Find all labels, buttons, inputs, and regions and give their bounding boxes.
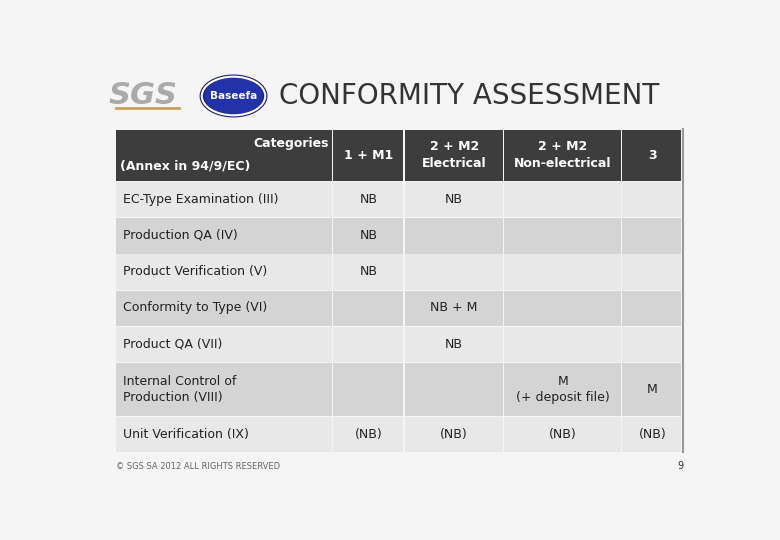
FancyBboxPatch shape	[622, 130, 682, 181]
FancyBboxPatch shape	[333, 363, 403, 416]
FancyBboxPatch shape	[333, 327, 403, 362]
Text: 2 + M2
Non-electrical: 2 + M2 Non-electrical	[514, 140, 612, 170]
FancyBboxPatch shape	[405, 363, 502, 416]
Text: NB: NB	[445, 338, 463, 351]
Text: (NB): (NB)	[440, 428, 468, 441]
Text: (Annex in 94/9/EC): (Annex in 94/9/EC)	[120, 160, 251, 173]
Text: Product Verification (V): Product Verification (V)	[123, 265, 267, 278]
Text: (NB): (NB)	[355, 428, 383, 441]
FancyBboxPatch shape	[504, 130, 621, 181]
FancyBboxPatch shape	[504, 181, 621, 217]
FancyBboxPatch shape	[115, 130, 332, 181]
Text: (NB): (NB)	[549, 428, 577, 441]
FancyBboxPatch shape	[405, 218, 502, 253]
Text: NB: NB	[360, 229, 378, 242]
FancyBboxPatch shape	[115, 417, 332, 453]
Text: NB: NB	[360, 193, 378, 206]
FancyBboxPatch shape	[333, 417, 403, 453]
FancyBboxPatch shape	[115, 363, 332, 416]
Text: 9: 9	[678, 461, 684, 471]
Text: Product QA (VII): Product QA (VII)	[123, 338, 222, 351]
Text: © SGS SA 2012 ALL RIGHTS RESERVED: © SGS SA 2012 ALL RIGHTS RESERVED	[115, 462, 280, 470]
FancyBboxPatch shape	[115, 181, 332, 217]
Text: Unit Verification (IX): Unit Verification (IX)	[123, 428, 249, 441]
FancyBboxPatch shape	[115, 327, 332, 362]
FancyBboxPatch shape	[115, 254, 332, 290]
Text: 3: 3	[648, 148, 657, 161]
Text: EC-Type Examination (III): EC-Type Examination (III)	[123, 193, 278, 206]
FancyBboxPatch shape	[405, 254, 502, 290]
FancyBboxPatch shape	[504, 363, 621, 416]
FancyBboxPatch shape	[405, 291, 502, 326]
FancyBboxPatch shape	[622, 291, 682, 326]
Text: NB: NB	[360, 265, 378, 278]
Text: Conformity to Type (VI): Conformity to Type (VI)	[123, 301, 267, 314]
Text: NB: NB	[445, 193, 463, 206]
FancyBboxPatch shape	[333, 254, 403, 290]
Text: M: M	[647, 383, 658, 396]
Text: SGS: SGS	[108, 82, 177, 111]
FancyBboxPatch shape	[405, 417, 502, 453]
FancyBboxPatch shape	[622, 254, 682, 290]
FancyBboxPatch shape	[333, 181, 403, 217]
Text: 2 + M2
Electrical: 2 + M2 Electrical	[422, 140, 487, 170]
FancyBboxPatch shape	[504, 327, 621, 362]
FancyBboxPatch shape	[622, 181, 682, 217]
FancyBboxPatch shape	[115, 291, 332, 326]
Ellipse shape	[200, 75, 267, 117]
FancyBboxPatch shape	[504, 254, 621, 290]
FancyBboxPatch shape	[333, 130, 403, 181]
Text: Baseefa: Baseefa	[210, 91, 257, 101]
FancyBboxPatch shape	[405, 130, 502, 181]
FancyBboxPatch shape	[333, 291, 403, 326]
FancyBboxPatch shape	[333, 218, 403, 253]
Text: M
(+ deposit file): M (+ deposit file)	[516, 375, 610, 404]
Text: Production QA (IV): Production QA (IV)	[123, 229, 238, 242]
Text: Categories: Categories	[254, 137, 329, 150]
FancyBboxPatch shape	[504, 218, 621, 253]
FancyBboxPatch shape	[622, 363, 682, 416]
Text: Internal Control of
Production (VIII): Internal Control of Production (VIII)	[123, 375, 236, 404]
Text: 1 + M1: 1 + M1	[344, 148, 394, 161]
FancyBboxPatch shape	[504, 417, 621, 453]
Text: NB + M: NB + M	[431, 301, 478, 314]
Ellipse shape	[205, 78, 262, 113]
FancyBboxPatch shape	[622, 327, 682, 362]
FancyBboxPatch shape	[622, 417, 682, 453]
FancyBboxPatch shape	[504, 291, 621, 326]
FancyBboxPatch shape	[115, 218, 332, 253]
FancyBboxPatch shape	[405, 181, 502, 217]
FancyBboxPatch shape	[405, 327, 502, 362]
FancyBboxPatch shape	[622, 218, 682, 253]
Text: CONFORMITY ASSESSMENT: CONFORMITY ASSESSMENT	[279, 82, 659, 110]
Text: (NB): (NB)	[639, 428, 666, 441]
